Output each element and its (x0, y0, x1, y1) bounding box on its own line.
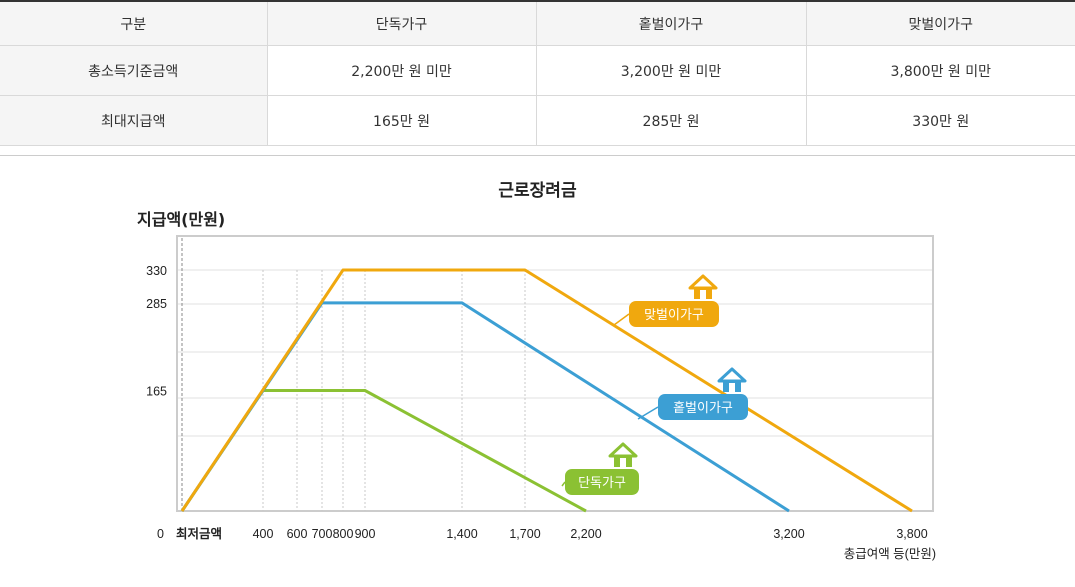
x-tick-label: 1,700 (509, 527, 540, 541)
grid (178, 269, 932, 437)
header-dual-earner: 맞벌이가구 (805, 0, 1075, 46)
series-labels: 단독가구 홑벌이가구 맞벌이가구 (561, 274, 748, 495)
series-label: 단독가구 (561, 442, 639, 495)
table-cell: 3,200만 원 미만 (535, 45, 806, 96)
label-bubble (658, 394, 748, 420)
header-single-earner: 홑벌이가구 (535, 0, 806, 46)
label-connector (613, 313, 630, 326)
header-category: 구분 (0, 0, 267, 46)
house-icon (717, 367, 747, 392)
label-bubble (629, 301, 719, 327)
house-icon (688, 274, 718, 299)
x-tick-label: 400 (253, 527, 274, 541)
label-connector (637, 406, 659, 420)
table-header-row: 구분 단독가구 홑벌이가구 맞벌이가구 (0, 0, 1075, 46)
y-axis-label: 지급액(만원) (137, 210, 226, 229)
label-connector (561, 481, 566, 487)
x-tick-label: 900 (355, 527, 376, 541)
table-row: 총소득기준금액 2,200만 원 미만 3,200만 원 미만 3,800만 원… (0, 45, 1075, 96)
y-tick-label: 330 (146, 264, 167, 278)
series (180, 268, 913, 513)
x-min-label: 최저금액 (176, 526, 222, 541)
series-label: 홑벌이가구 (637, 367, 748, 420)
x-tick-label: 800 (333, 527, 354, 541)
income-table: 구분 단독가구 홑벌이가구 맞벌이가구 총소득기준금액 2,200만 원 미만 … (0, 0, 1075, 146)
x-tick-label: 1,400 (446, 527, 477, 541)
chart-title: 근로장려금 (498, 181, 577, 201)
y-tick-label: 285 (146, 297, 167, 311)
house-icon (608, 442, 638, 467)
x-origin-label: 0 (157, 527, 164, 541)
table-cell: 330만 원 (805, 95, 1075, 146)
table-row: 최대지급액 165만 원 285만 원 330만 원 (0, 95, 1075, 146)
table-cell: 3,800만 원 미만 (805, 45, 1075, 96)
tick-labels: 165 285 330 400 600 700 800 900 1,400 1,700 2,200 3… (146, 264, 928, 541)
x-tick-label: 600 (287, 527, 308, 541)
section-divider (0, 155, 1075, 156)
x-tick-label: 3,800 (896, 527, 927, 541)
header-single: 단독가구 (266, 0, 536, 46)
x-tick-label: 700 (312, 527, 333, 541)
x-axis-label: 총급여액 등(만원) (844, 547, 936, 561)
series-label-text: 홑벌이가구 (673, 401, 733, 416)
x-tick-label: 3,200 (773, 527, 804, 541)
row-label: 최대지급액 (0, 95, 267, 146)
label-bubble (565, 469, 639, 495)
y-tick-label: 165 (146, 385, 167, 399)
table-cell: 285만 원 (535, 95, 806, 146)
row-label: 총소득기준금액 (0, 45, 267, 96)
table-cell: 2,200만 원 미만 (266, 45, 536, 96)
series-line (180, 268, 913, 513)
table-cell: 165만 원 (266, 95, 536, 146)
plot-frame (176, 235, 934, 512)
series-label-text: 단독가구 (578, 476, 626, 491)
series-label-text: 맞벌이가구 (644, 308, 704, 323)
series-label: 맞벌이가구 (613, 274, 719, 327)
x-tick-label: 2,200 (570, 527, 601, 541)
